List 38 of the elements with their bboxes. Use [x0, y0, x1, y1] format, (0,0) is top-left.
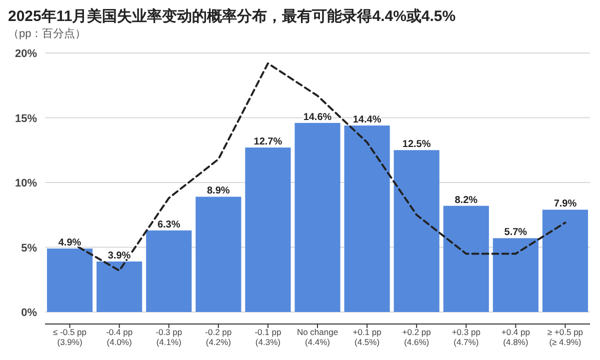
data-label: 12.7%: [254, 136, 282, 148]
data-label: 14.4%: [352, 114, 382, 126]
bar: [96, 261, 142, 312]
bar: [196, 196, 242, 312]
x-tick-label: -0.1 pp (4.3%): [254, 327, 282, 347]
bar: [492, 238, 538, 312]
x-tick-label: No change (4.4%): [296, 327, 338, 347]
bar: [46, 248, 93, 312]
data-label: 12.5%: [402, 139, 431, 150]
y-tick-label: 15%: [14, 112, 38, 125]
bar: [344, 126, 390, 312]
data-label: 14.6%: [303, 112, 332, 123]
data-label: 7.9%: [554, 198, 577, 210]
x-tick-label: +0.1 pp (4.5%): [352, 327, 382, 347]
data-label: 5.7%: [504, 227, 528, 238]
x-tick-label: -0.3 pp (4.1%): [156, 327, 182, 347]
bar: [294, 122, 340, 312]
bar: [245, 148, 291, 312]
bar: [146, 230, 192, 312]
chart-title: 2025年11月美国失业率变动的概率分布，最有可能录得4.4%或4.5%: [8, 7, 456, 25]
chart-subtitle: （pp：百分点）: [8, 27, 86, 40]
x-tick-label: ≥ +0.5 pp (≥ 4.9%): [547, 327, 584, 347]
data-label: 8.9%: [207, 186, 230, 197]
bar: [443, 206, 489, 312]
data-label: 8.2%: [454, 194, 478, 206]
x-tick-label: ≤ -0.5 pp (3.9%): [53, 327, 87, 347]
bar: [394, 150, 440, 312]
y-tick-label: 5%: [21, 242, 38, 254]
data-label: 6.3%: [157, 219, 180, 230]
x-tick-label: +0.4 pp (4.8%): [501, 327, 530, 347]
x-tick-label: -0.4 pp (4.0%): [106, 327, 133, 347]
bar: [542, 210, 588, 312]
y-tick-label: 0%: [21, 307, 38, 319]
y-tick-label: 20%: [14, 48, 38, 60]
y-tick-label: 10%: [14, 178, 38, 190]
x-tick-label: +0.3 pp (4.7%): [452, 327, 481, 347]
x-tick-label: -0.2 pp (4.2%): [205, 327, 232, 347]
x-tick-label: +0.2 pp (4.6%): [402, 327, 432, 347]
